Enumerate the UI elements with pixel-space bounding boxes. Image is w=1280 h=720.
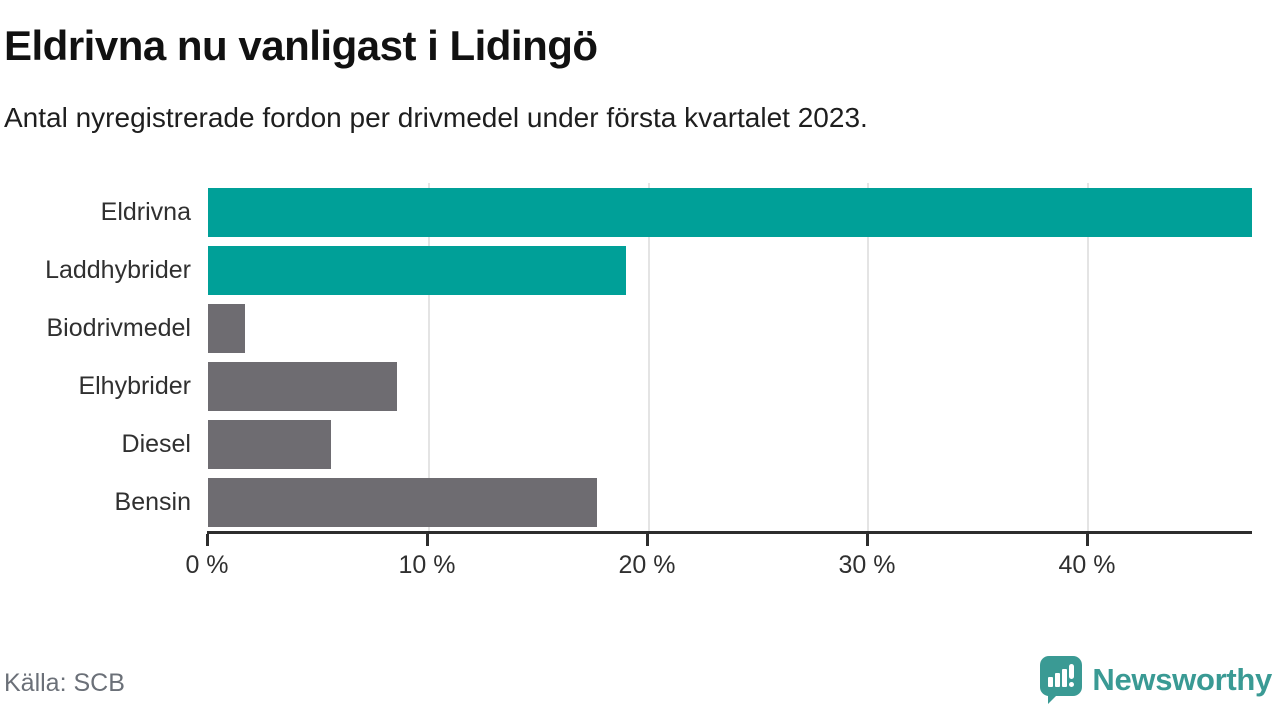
source-note: Källa: SCB xyxy=(4,669,125,697)
axis-tick xyxy=(206,534,209,546)
gridline xyxy=(1087,183,1090,531)
bar-biodrivmedel xyxy=(208,303,246,353)
bar-laddhybrider xyxy=(208,245,626,295)
bar-elhybrider xyxy=(208,361,398,411)
chart-row: Laddhybrider xyxy=(0,241,1280,299)
chart-row: Biodrivmedel xyxy=(0,299,1280,357)
axis-tick-label: 10 % xyxy=(398,551,456,579)
chart-row: Diesel xyxy=(0,415,1280,473)
axis-tick xyxy=(646,534,649,546)
x-axis: 0 % 10 % 20 % 30 % 40 % xyxy=(185,531,1252,579)
category-label: Elhybrider xyxy=(78,371,191,400)
page-subtitle: Antal nyregistrerade fordon per drivmede… xyxy=(4,102,868,133)
gridline xyxy=(647,183,650,531)
bar-diesel xyxy=(208,419,332,469)
category-label: Biodrivmedel xyxy=(46,313,191,342)
page-title: Eldrivna nu vanligast i Lidingö xyxy=(4,22,598,69)
axis-tick-label: 40 % xyxy=(1058,551,1116,579)
gridline xyxy=(427,183,430,531)
chart-row: Elhybrider xyxy=(0,357,1280,415)
bar-track xyxy=(208,419,1252,469)
bar-track xyxy=(208,245,1252,295)
chart-row: Bensin xyxy=(0,473,1280,531)
gridline xyxy=(867,183,870,531)
bar-track xyxy=(208,303,1252,353)
bar-eldrivna xyxy=(208,187,1252,237)
bar-track xyxy=(208,187,1252,237)
axis-tick xyxy=(866,534,869,546)
chart-gridlines xyxy=(208,183,1252,531)
bar-track xyxy=(208,361,1252,411)
chart-row: Eldrivna xyxy=(0,183,1280,241)
category-label: Eldrivna xyxy=(100,197,191,226)
axis-tick xyxy=(426,534,429,546)
axis-tick-label: 30 % xyxy=(838,551,896,579)
axis-tick-label: 0 % xyxy=(185,551,229,579)
chart-rows: Eldrivna Laddhybrider Biodrivmedel Elhybrid… xyxy=(0,183,1280,531)
axis-tick-label: 20 % xyxy=(618,551,676,579)
speech-bubble-bar-chart-icon xyxy=(1040,656,1083,704)
category-label: Laddhybrider xyxy=(45,255,191,284)
brand-logo: Newsworthy xyxy=(1040,656,1272,704)
category-label: Bensin xyxy=(114,487,191,516)
category-label: Diesel xyxy=(121,429,191,458)
axis-tick xyxy=(1086,534,1089,546)
bar-chart: Eldrivna Laddhybrider Biodrivmedel Elhybrid… xyxy=(0,183,1280,583)
bar-track xyxy=(208,477,1252,527)
bar-bensin xyxy=(208,477,598,527)
brand-name: Newsworthy xyxy=(1092,662,1272,697)
